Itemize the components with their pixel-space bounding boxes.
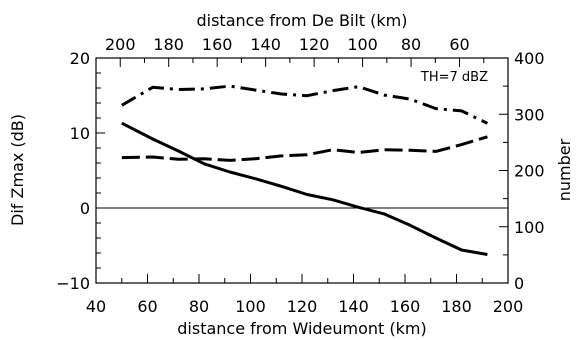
left-tick-label: 10	[70, 124, 90, 143]
top-tick-label: 200	[105, 35, 136, 54]
top-tick-label: 60	[449, 35, 469, 54]
series-lines	[121, 84, 489, 256]
top-tick-label: 120	[299, 35, 330, 54]
series-line-dashdot	[121, 84, 489, 125]
series-line-solid	[121, 121, 488, 256]
right-tick-label: 300	[514, 105, 545, 124]
top-tick-label: 140	[250, 35, 281, 54]
bottom-tick-label: 160	[390, 297, 421, 316]
bottom-tick-label: 60	[137, 297, 157, 316]
left-axis-label: Dif Zmax (dB)	[8, 114, 27, 226]
bottom-tick-label: 40	[86, 297, 106, 316]
threshold-annotation: TH=7 dBZ	[420, 70, 488, 85]
right-tick-label: 400	[514, 49, 545, 68]
left-tick-label: 20	[70, 49, 90, 68]
bottom-tick-label: 100	[235, 297, 266, 316]
left-tick-label: −10	[56, 274, 90, 293]
right-tick-label: 100	[514, 218, 545, 237]
left-tick-label: 0	[80, 199, 90, 218]
top-tick-label: 80	[401, 35, 421, 54]
bottom-tick-label: 120	[287, 297, 318, 316]
tick-marks	[95, 57, 509, 284]
bottom-axis-label: distance from Wideumont (km)	[177, 319, 426, 338]
top-axis-label: distance from De Bilt (km)	[196, 11, 407, 30]
top-tick-label: 180	[153, 35, 184, 54]
series-line-dashed	[121, 135, 488, 162]
right-tick-label: 200	[514, 162, 545, 181]
bottom-tick-label: 80	[189, 297, 209, 316]
bottom-tick-label: 200	[493, 297, 524, 316]
bottom-tick-label: 140	[338, 297, 369, 316]
plot-frame	[95, 57, 509, 284]
right-axis-label: number	[555, 138, 574, 201]
top-tick-label: 160	[202, 35, 233, 54]
right-tick-label: 0	[514, 274, 524, 293]
bottom-tick-label: 180	[441, 297, 472, 316]
top-tick-label: 100	[347, 35, 378, 54]
